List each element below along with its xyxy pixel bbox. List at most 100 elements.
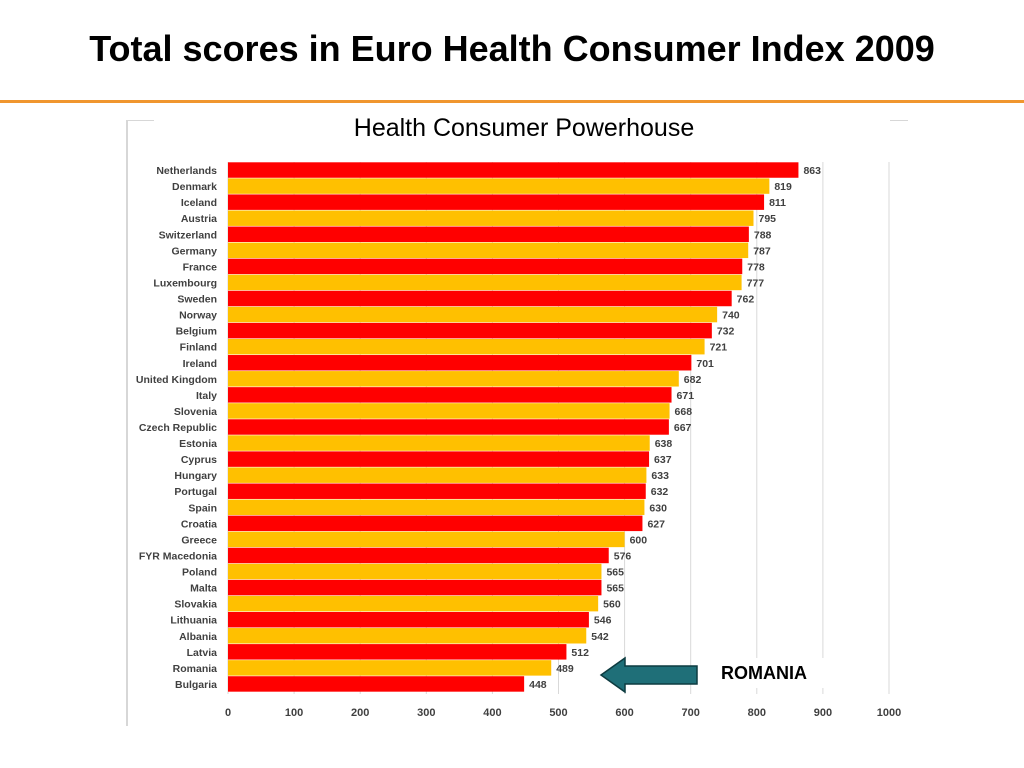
bar xyxy=(228,435,650,451)
bar xyxy=(228,290,732,307)
value-label: 778 xyxy=(747,261,765,273)
category-label: Austria xyxy=(181,213,217,225)
bar xyxy=(228,403,670,419)
category-label: Poland xyxy=(182,567,217,579)
category-label: Slovakia xyxy=(174,599,217,611)
bar xyxy=(228,242,749,259)
category-label: France xyxy=(183,261,218,273)
value-label: 633 xyxy=(651,470,669,482)
bar xyxy=(228,515,643,532)
x-tick-label: 400 xyxy=(483,707,501,719)
category-label: Malta xyxy=(190,583,217,595)
bar xyxy=(228,306,718,323)
category-label: Sweden xyxy=(177,294,217,306)
category-label: Portugal xyxy=(174,486,217,498)
category-label: Slovenia xyxy=(174,406,217,418)
frame-border-top-right xyxy=(890,120,908,121)
bar xyxy=(228,419,669,435)
bar xyxy=(228,579,602,596)
category-label: FYR Macedonia xyxy=(139,550,217,562)
bar xyxy=(228,274,742,291)
value-label: 546 xyxy=(594,615,612,627)
bar xyxy=(228,387,672,403)
category-label: Denmark xyxy=(172,181,217,193)
category-label: Spain xyxy=(188,502,217,514)
bar xyxy=(228,547,609,564)
value-label: 721 xyxy=(710,342,728,354)
category-label: Netherlands xyxy=(156,165,217,177)
value-label: 762 xyxy=(737,294,755,306)
category-label: Czech Republic xyxy=(139,422,217,434)
x-axis-ticks: 0 100 200 300 400 500 600 700 800 900 1000 xyxy=(225,707,901,719)
bar xyxy=(228,483,646,499)
x-tick-label: 300 xyxy=(417,707,435,719)
bar xyxy=(228,178,770,194)
value-label: 795 xyxy=(758,213,776,225)
value-label: 448 xyxy=(529,679,547,691)
x-tick-label: 1000 xyxy=(877,707,901,719)
value-label: 682 xyxy=(684,374,702,386)
bar xyxy=(228,531,625,548)
category-label: Bulgaria xyxy=(175,679,217,691)
category-label: Croatia xyxy=(181,518,217,530)
bar xyxy=(228,258,743,275)
bar xyxy=(228,563,602,580)
category-label: Albania xyxy=(179,631,217,643)
x-tick-label: 800 xyxy=(748,707,766,719)
x-tick-label: 700 xyxy=(682,707,700,719)
value-label: 576 xyxy=(614,550,632,562)
value-label: 671 xyxy=(677,390,695,402)
bar xyxy=(228,322,712,339)
category-label: Luxembourg xyxy=(153,277,217,289)
category-label: Latvia xyxy=(187,647,218,659)
bar xyxy=(228,226,749,242)
value-labels: 863 819 811 795 788 787 778 777 762 740 732 721 701 6… xyxy=(529,165,821,691)
category-label: Norway xyxy=(179,310,217,322)
category-label: Greece xyxy=(181,534,217,546)
bar xyxy=(228,660,552,676)
value-label: 863 xyxy=(803,165,821,177)
value-label: 630 xyxy=(649,502,667,514)
x-tick-label: 200 xyxy=(351,707,369,719)
value-label: 740 xyxy=(722,310,740,322)
category-label: Lithuania xyxy=(170,615,217,627)
category-label: Belgium xyxy=(176,326,217,338)
value-label: 627 xyxy=(647,518,665,530)
value-label: 732 xyxy=(717,326,735,338)
bar xyxy=(228,644,567,660)
bars xyxy=(228,162,799,692)
value-label: 788 xyxy=(754,229,772,241)
bar xyxy=(228,611,589,628)
value-label: 512 xyxy=(571,647,589,659)
category-label: Cyprus xyxy=(181,454,217,466)
bar xyxy=(228,628,587,644)
category-label: Estonia xyxy=(179,438,217,450)
value-label: 565 xyxy=(606,583,624,595)
bar xyxy=(228,210,754,226)
value-label: 489 xyxy=(556,663,574,675)
x-tick-label: 600 xyxy=(615,707,633,719)
category-label: Finland xyxy=(180,342,217,354)
category-label: Switzerland xyxy=(159,229,217,241)
value-label: 668 xyxy=(675,406,693,418)
category-labels: Netherlands Denmark Iceland Austria Switzerl… xyxy=(136,165,217,691)
value-label: 667 xyxy=(674,422,692,434)
x-tick-label: 500 xyxy=(549,707,567,719)
value-label: 632 xyxy=(651,486,669,498)
value-label: 701 xyxy=(696,358,714,370)
value-label: 600 xyxy=(630,534,648,546)
category-label: Hungary xyxy=(174,470,217,482)
category-label: Iceland xyxy=(181,197,217,209)
bar xyxy=(228,355,692,371)
bar xyxy=(228,451,650,467)
title-divider xyxy=(0,100,1024,103)
bar xyxy=(228,194,765,210)
frame-border-top-left xyxy=(126,120,154,121)
x-tick-label: 0 xyxy=(225,707,231,719)
value-label: 787 xyxy=(753,245,771,257)
bar xyxy=(228,467,647,483)
slide-title: Total scores in Euro Health Consumer Ind… xyxy=(89,28,935,69)
bar xyxy=(228,338,705,355)
bar xyxy=(228,595,599,612)
